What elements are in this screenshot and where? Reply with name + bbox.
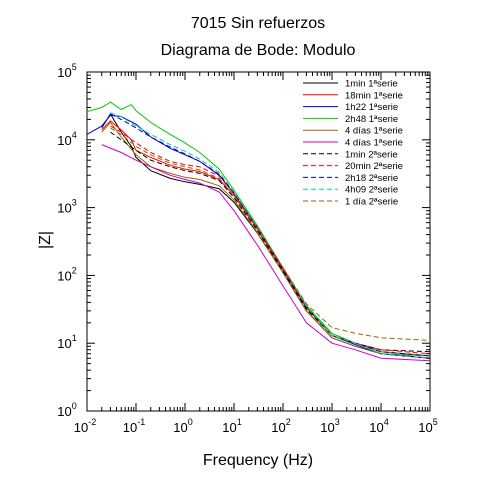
legend-entry-5: 4 días 1ªserie <box>345 138 403 149</box>
axis-ticks: 10-2 10-1 100 101 102 103 104 105 100 101 102 103 10… <box>57 62 437 435</box>
chart-subtitle: Diagrama de Bode: Modulo <box>161 42 356 59</box>
x-tick-label: 10-2 <box>74 417 96 435</box>
x-tick-label: 10-1 <box>123 417 145 435</box>
series-line-4 <box>101 121 430 357</box>
series-line-5 <box>101 144 430 362</box>
y-tick-label: 105 <box>57 62 76 80</box>
y-tick-label: 101 <box>57 333 76 351</box>
legend-entry-3: 2h48 1ªserie <box>345 114 398 125</box>
y-tick-label: 100 <box>57 401 76 419</box>
x-tick-label: 101 <box>222 417 241 435</box>
legend-entry-9: 4h09 2ªserie <box>345 185 398 196</box>
legend-entry-4: 4 días 1ªserie <box>345 126 403 137</box>
y-tick-label: 103 <box>57 198 76 216</box>
x-axis-label: Frequency (Hz) <box>203 452 313 469</box>
legend-entry-7: 20min 2ªserie <box>345 161 403 172</box>
legend-entry-6: 1min 2ªserie <box>345 149 398 160</box>
legend-entry-2: 1h22 1ªserie <box>345 102 398 113</box>
legend-entry-1: 18min 1ªserie <box>345 90 403 101</box>
y-tick-label: 102 <box>57 265 76 283</box>
series-layer <box>87 101 430 362</box>
plot-area <box>86 71 431 412</box>
series-line-10 <box>110 127 430 341</box>
x-tick-label: 103 <box>320 417 339 435</box>
series-line-7 <box>110 125 430 355</box>
x-tick-label: 104 <box>369 417 388 435</box>
series-line-6 <box>110 131 430 353</box>
legend-entry-10: 1 día 2ªserie <box>345 197 398 208</box>
legend-entry-8: 2h18 2ªserie <box>345 173 398 184</box>
series-line-9 <box>110 112 430 359</box>
x-tick-label: 102 <box>271 417 290 435</box>
series-line-8 <box>110 113 430 357</box>
series-line-3 <box>87 101 430 357</box>
chart-title: 7015 Sin refuerzos <box>191 15 325 32</box>
y-tick-label: 104 <box>57 130 76 148</box>
x-tick-label: 100 <box>173 417 192 435</box>
x-tick-label: 105 <box>418 417 437 435</box>
y-axis-label: |Z| <box>37 231 54 249</box>
legend-entry-0: 1min 1ªserie <box>345 79 398 90</box>
plot-frame <box>86 71 431 412</box>
